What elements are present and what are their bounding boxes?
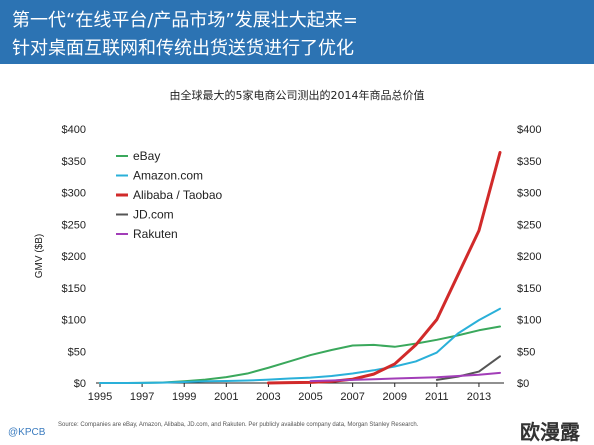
legend-label: eBay bbox=[133, 149, 160, 163]
header-title-line2: 针对桌面互联网和传统出货送货进行了优化 bbox=[12, 38, 354, 59]
y-tick-label-left: $300 bbox=[62, 188, 86, 200]
y-tick-label-left: $100 bbox=[62, 315, 86, 327]
x-tick-label: 2007 bbox=[340, 391, 364, 403]
x-tick-label: 1999 bbox=[172, 391, 196, 403]
x-tick-label: 2003 bbox=[256, 391, 280, 403]
x-tick-label: 1997 bbox=[130, 391, 154, 403]
y-tick-label-left: $350 bbox=[62, 156, 86, 168]
series-line bbox=[99, 325, 501, 384]
y-tick-label-left: $0 bbox=[74, 378, 86, 390]
y-tick-label-right: $200 bbox=[517, 251, 541, 263]
x-tick-label: 2011 bbox=[425, 391, 449, 403]
x-tick-label: 2001 bbox=[214, 391, 238, 403]
series-line bbox=[266, 150, 502, 385]
legend-label: JD.com bbox=[133, 208, 174, 222]
y-tick-label-right: $100 bbox=[517, 315, 541, 327]
header-banner: 第一代“在线平台/产品市场”发展壮大起来= 针对桌面互联网和传统出货送货进行了优… bbox=[0, 0, 594, 64]
y-tick-label-right: $0 bbox=[517, 378, 529, 390]
source-note: Source: Companies are eBay, Amazon, Alib… bbox=[58, 422, 419, 428]
x-tick-label: 2013 bbox=[467, 391, 491, 403]
legend-label: Rakuten bbox=[133, 227, 178, 241]
y-tick-label-left: $200 bbox=[62, 251, 86, 263]
y-tick-label-right: $250 bbox=[517, 219, 541, 231]
x-tick-label: 1995 bbox=[88, 391, 112, 403]
y-tick-label-right: $150 bbox=[517, 283, 541, 295]
legend-label: Amazon.com bbox=[133, 169, 203, 183]
series-line bbox=[309, 371, 501, 383]
y-tick-label-left: $250 bbox=[62, 219, 86, 231]
y-tick-label-left: $400 bbox=[62, 124, 86, 136]
chart-title: 由全球最大的5家电商公司测出的2014年商品总价值 bbox=[169, 89, 425, 102]
x-tick-label: 2005 bbox=[298, 391, 322, 403]
kpcb-logo: @KPCB bbox=[8, 427, 46, 438]
y-tick-label-right: $350 bbox=[517, 156, 541, 168]
watermark: 欧漫露 bbox=[520, 420, 580, 444]
series-line bbox=[99, 307, 501, 384]
legend-label: Alibaba / Taobao bbox=[133, 188, 223, 202]
y-tick-label-left: $150 bbox=[62, 283, 86, 295]
header-title-line1: 第一代“在线平台/产品市场”发展壮大起来= bbox=[12, 10, 358, 31]
x-tick-label: 2009 bbox=[382, 391, 406, 403]
y-tick-label-left: $50 bbox=[68, 346, 86, 358]
y-axis-label: GMV ($B) bbox=[34, 234, 45, 278]
y-tick-label-right: $300 bbox=[517, 188, 541, 200]
y-tick-label-right: $400 bbox=[517, 124, 541, 136]
y-tick-label-right: $50 bbox=[517, 346, 535, 358]
series-line bbox=[435, 355, 501, 381]
